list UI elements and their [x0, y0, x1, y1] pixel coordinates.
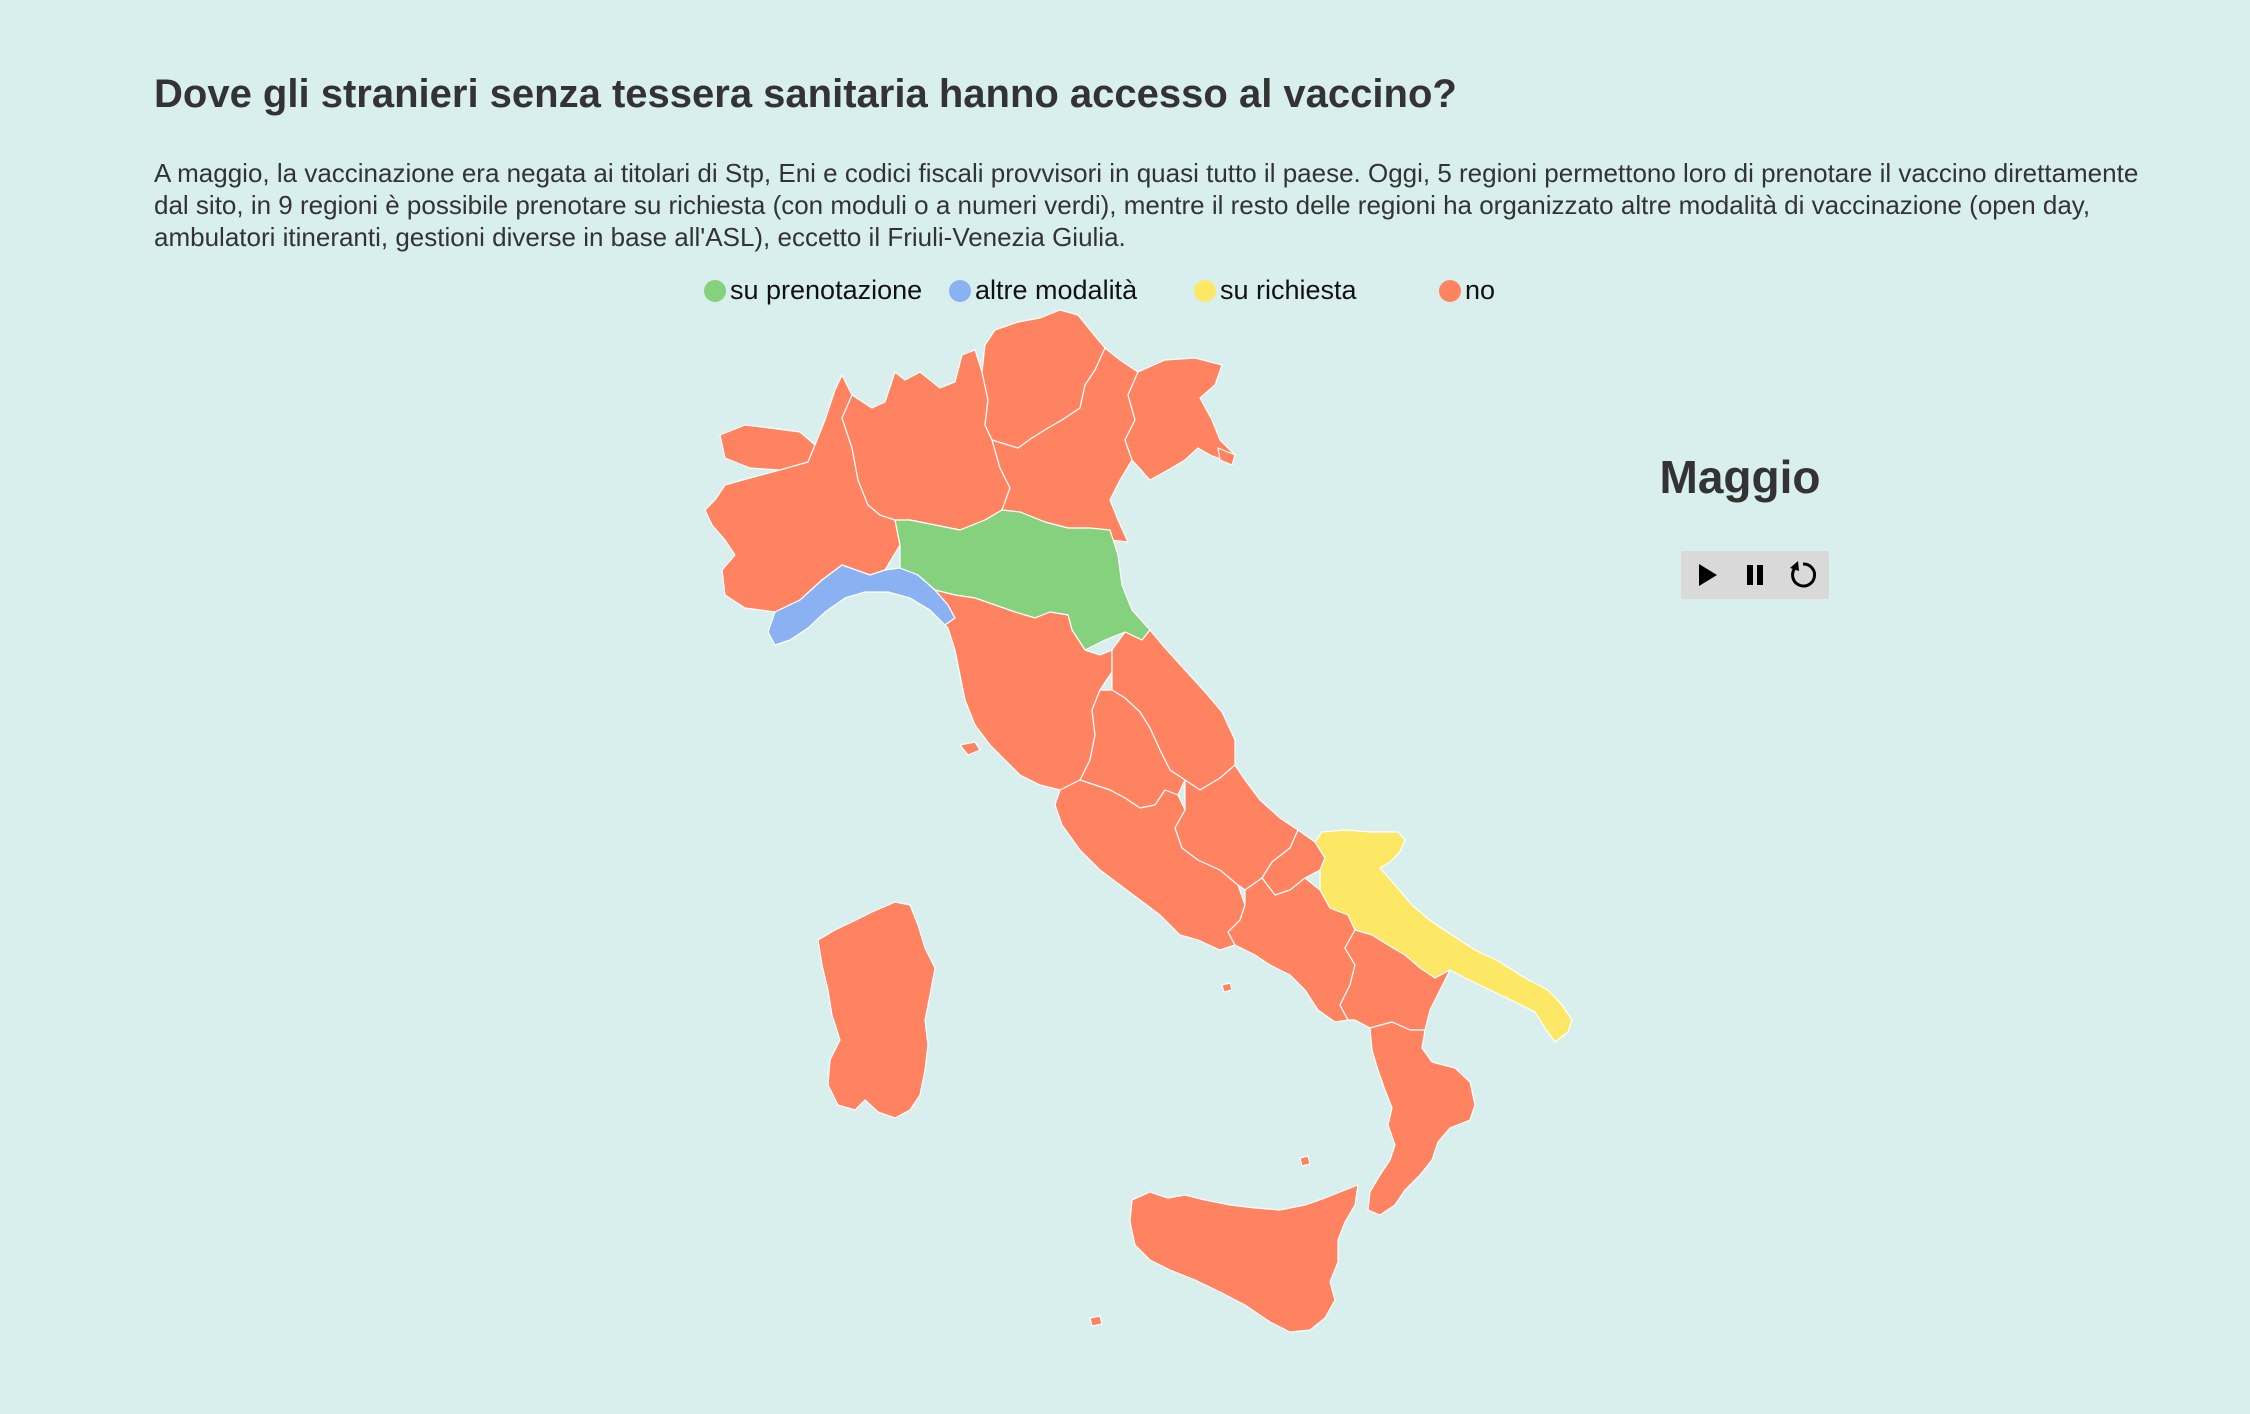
legend-dot-su-richiesta — [1194, 279, 1216, 302]
region-friuli-venezia-giulia[interactable] — [1124, 357, 1236, 481]
month-label: Maggio — [1659, 451, 1821, 503]
restart-button[interactable] — [1779, 551, 1827, 599]
legend-item-su-richiesta[interactable]: su richiesta — [1194, 275, 1357, 306]
region-valle-d-aosta[interactable] — [719, 424, 816, 471]
legend-dot-no — [1439, 279, 1461, 302]
restart-icon — [1790, 561, 1817, 588]
region-sicilia[interactable] — [1129, 1184, 1359, 1333]
legend-label: su richiesta — [1220, 275, 1357, 305]
pause-button[interactable] — [1731, 551, 1779, 599]
pause-icon — [1747, 565, 1763, 585]
legend-dot-su-prenotazione — [704, 279, 726, 302]
island-istria-tip — [1217, 447, 1236, 466]
legend-item-altre-modalita[interactable]: altre modalità — [949, 275, 1137, 306]
legend-item-su-prenotazione[interactable]: su prenotazione — [704, 275, 922, 306]
island-capri-ischia — [1221, 982, 1233, 993]
play-icon — [1699, 564, 1717, 586]
region-calabria[interactable] — [1367, 1021, 1476, 1216]
island-egadi — [1089, 1315, 1103, 1327]
legend-label: altre modalità — [975, 275, 1138, 305]
animation-controls — [1681, 551, 1829, 599]
chart-description: A maggio, la vaccinazione era negata ai … — [154, 158, 2139, 252]
legend-label: su prenotazione — [730, 275, 923, 305]
region-sardegna[interactable] — [817, 901, 936, 1119]
chart-title: Dove gli stranieri senza tessera sanitar… — [154, 72, 1457, 116]
legend-item-no[interactable]: no — [1439, 275, 1495, 306]
island-lipari — [1299, 1155, 1311, 1167]
italy-map — [704, 309, 1573, 1333]
island-elba — [959, 741, 981, 756]
legend-dot-altre-modalita — [949, 279, 971, 302]
legend-label: no — [1465, 275, 1496, 305]
region-lazio[interactable] — [1054, 779, 1246, 951]
play-button[interactable] — [1683, 551, 1731, 599]
